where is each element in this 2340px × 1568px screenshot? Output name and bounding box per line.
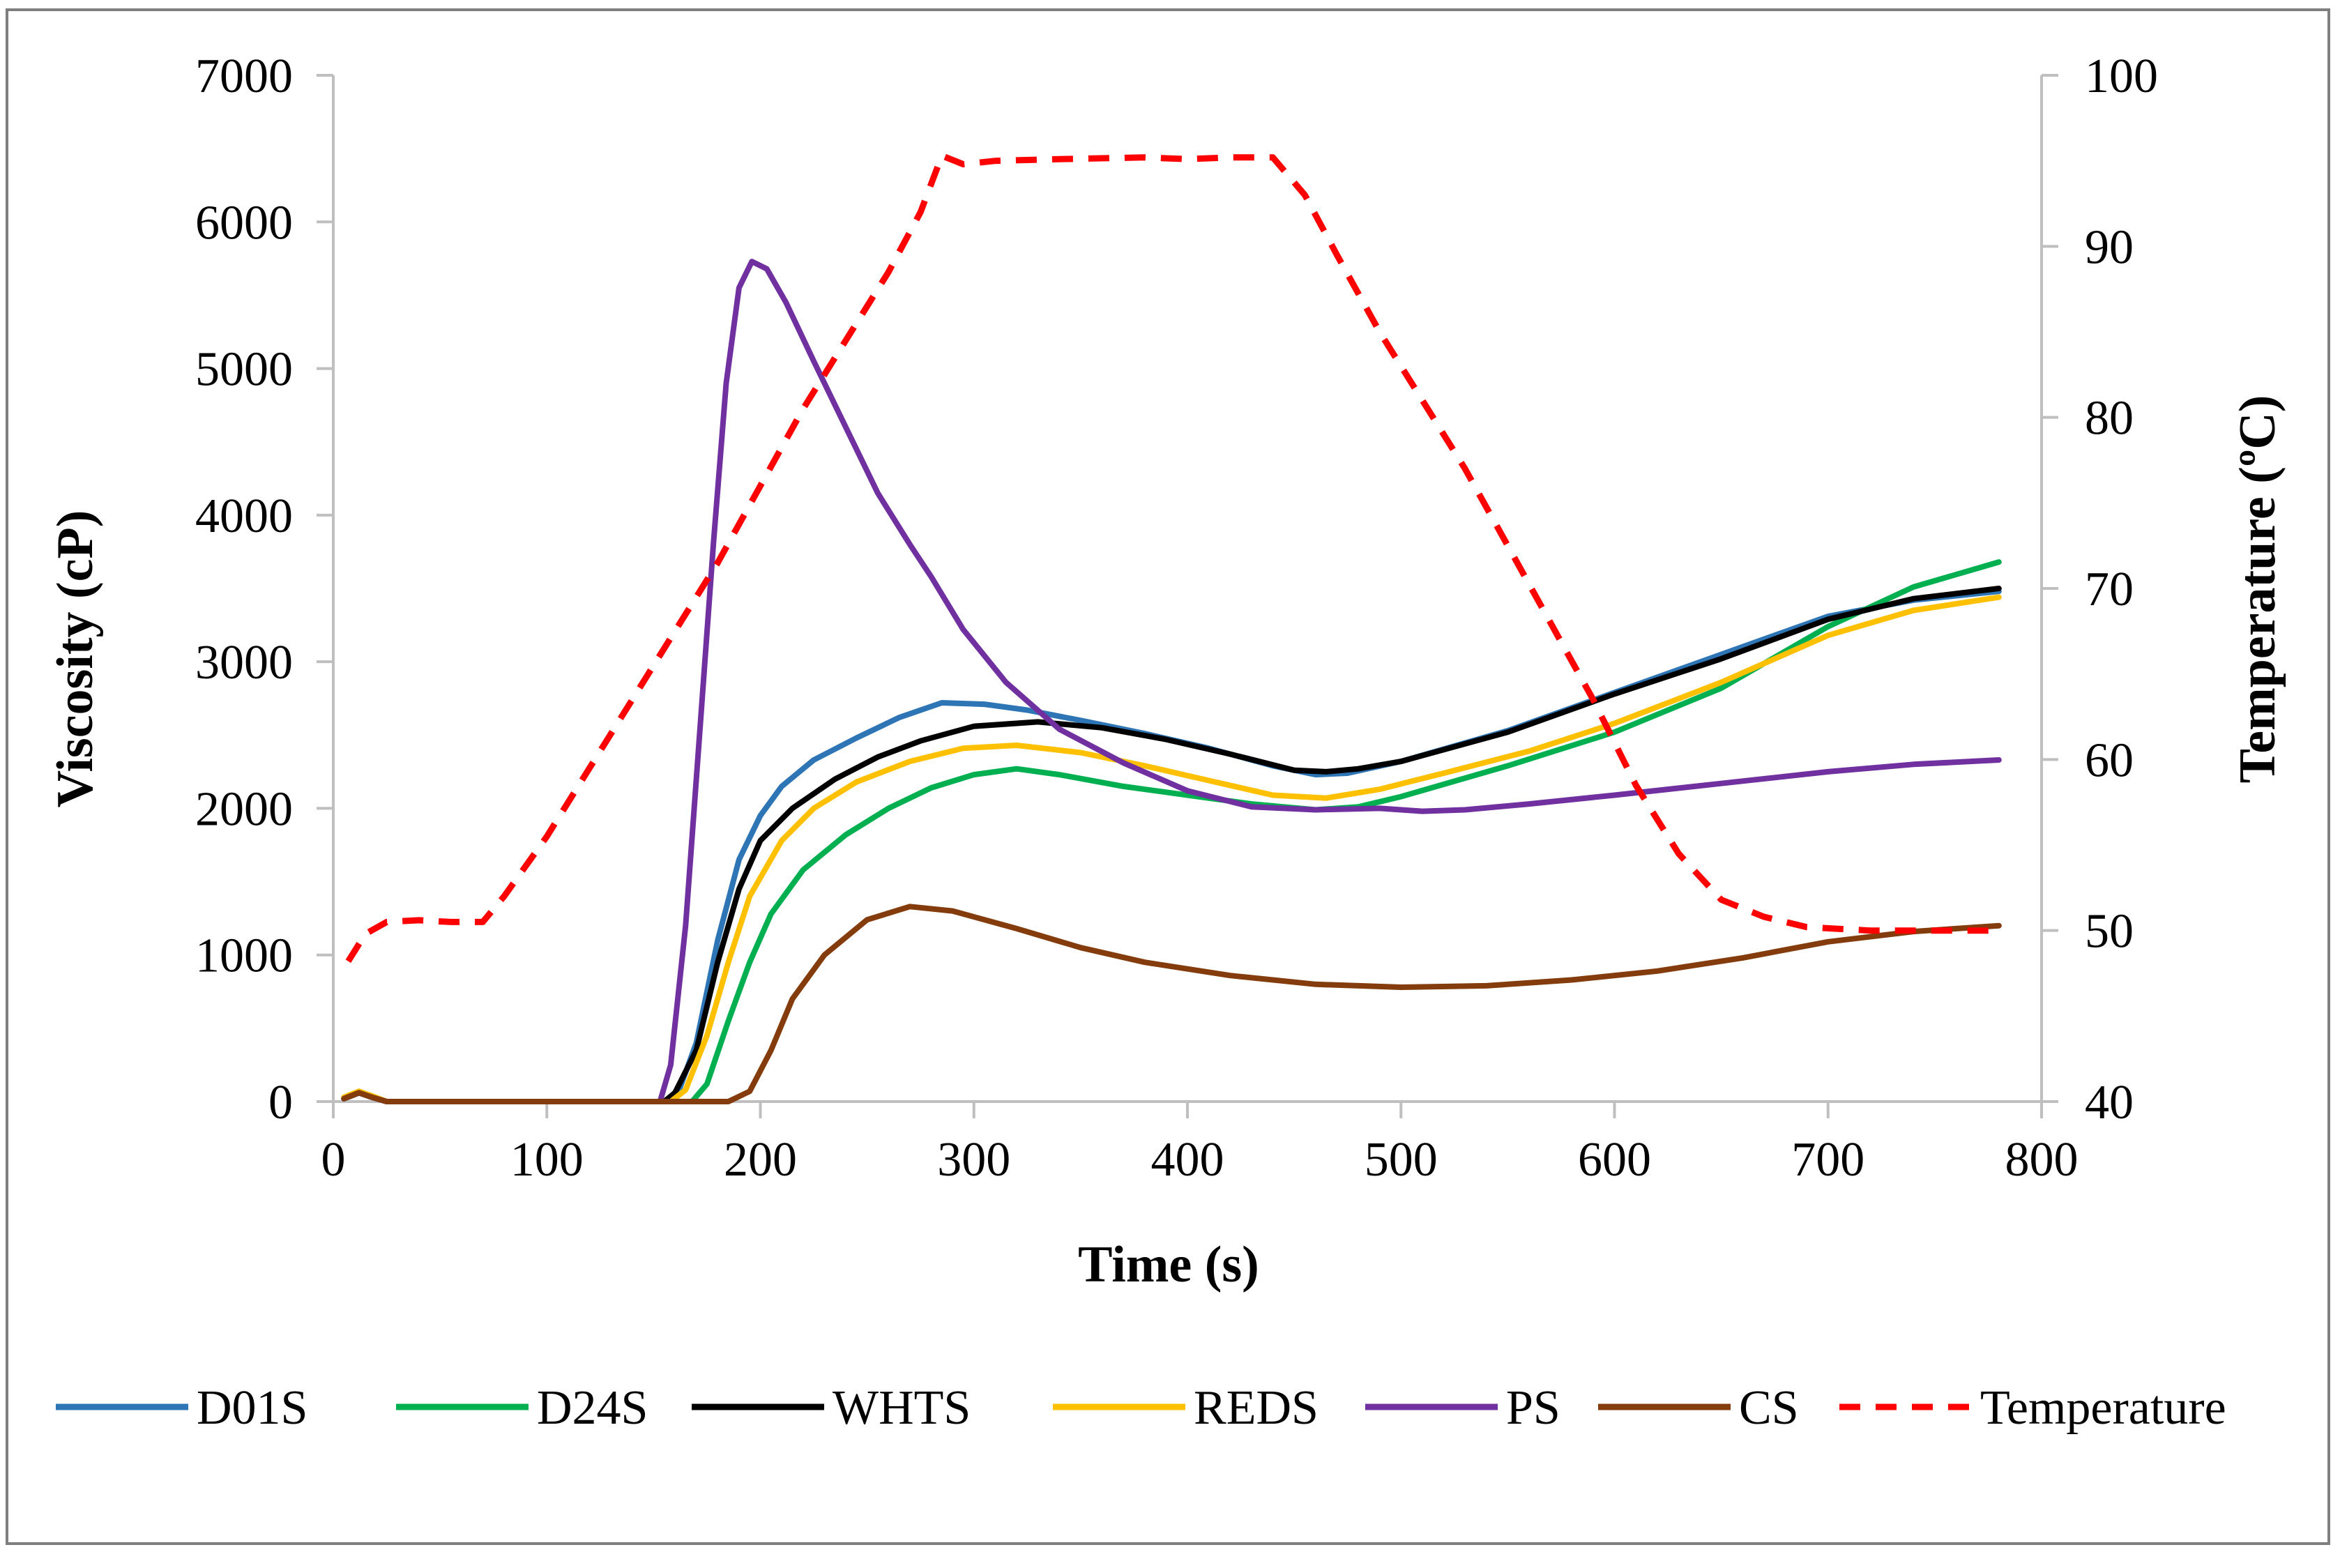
series-line-ps: [341, 259, 2002, 1104]
legend-label-ps: PS: [1506, 1381, 1560, 1435]
x-tick-label: 300: [937, 1133, 1010, 1187]
x-tick-label: 700: [1791, 1133, 1864, 1187]
y-axis-title: Viscosity (cP): [47, 510, 104, 808]
x-tick-label: 200: [724, 1133, 797, 1187]
y-tick-label: 6000: [195, 196, 293, 250]
legend-label-whts: WHTS: [833, 1381, 971, 1435]
y2-tick-label: 40: [2085, 1076, 2134, 1129]
legend-label-d01s: D01S: [197, 1381, 307, 1435]
series-line-cs: [341, 904, 2002, 1104]
labels-layer: Time (s) Viscosity (cP) Temperature (ºC): [47, 395, 2286, 1293]
y-tick-label: 3000: [195, 636, 293, 690]
y-tick-label: 2000: [195, 782, 293, 836]
y-tick-label: 0: [268, 1076, 293, 1129]
x-tick-label: 800: [2005, 1133, 2079, 1187]
x-tick-label: 600: [1578, 1133, 1651, 1187]
y2-tick-label: 70: [2085, 563, 2134, 616]
x-tick-label: 0: [321, 1133, 346, 1187]
legend: D01S D24S WHTS REDS PS CS Temperature: [56, 1381, 2226, 1435]
legend-label-cs: CS: [1739, 1381, 1799, 1435]
y-tick-label: 7000: [195, 50, 293, 103]
y-tick-label: 4000: [195, 489, 293, 543]
x-tick-label: 400: [1151, 1133, 1224, 1187]
legend-label-temperature: Temperature: [1980, 1381, 2226, 1435]
x-tick-label: 100: [510, 1133, 584, 1187]
y2-axis-title: Temperature (ºC): [2229, 395, 2286, 784]
legend-label-reds: REDS: [1194, 1381, 1319, 1435]
y-tick-label: 5000: [195, 343, 293, 397]
y2-tick-label: 80: [2085, 392, 2134, 446]
axes-layer: 0 100 200 300 400 500 600 700 800 0 1000 2000 3000 40…: [195, 50, 2158, 1187]
legend-label-d24s: D24S: [537, 1381, 648, 1435]
y-tick-label: 1000: [195, 929, 293, 983]
x-tick-label: 500: [1365, 1133, 1438, 1187]
y2-tick-label: 60: [2085, 733, 2134, 787]
y2-tick-label: 100: [2085, 50, 2158, 103]
y2-tick-label: 90: [2085, 220, 2134, 274]
x-axis-title: Time (s): [1078, 1236, 1259, 1293]
y2-tick-label: 50: [2085, 905, 2134, 959]
series-layer: [341, 152, 2002, 1104]
chart-border: [6, 8, 2330, 1545]
series-line-temperature: [345, 152, 1999, 964]
